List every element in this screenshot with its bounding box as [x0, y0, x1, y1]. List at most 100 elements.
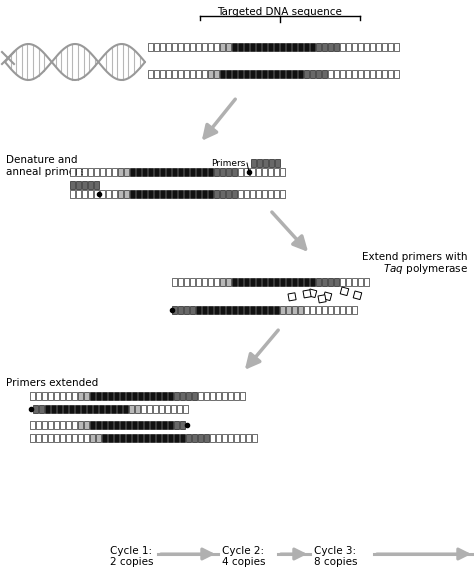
Bar	[250, 190, 255, 198]
Bar	[111, 405, 116, 413]
Bar	[316, 306, 321, 314]
Bar	[262, 70, 267, 78]
Bar	[184, 278, 189, 286]
Bar	[340, 306, 345, 314]
Bar	[190, 190, 195, 198]
Bar	[244, 43, 249, 51]
Bar	[310, 278, 315, 286]
Bar	[112, 190, 117, 198]
Bar	[238, 70, 243, 78]
Bar	[268, 306, 273, 314]
Bar	[42, 392, 47, 400]
Text: 8 copies: 8 copies	[314, 557, 357, 567]
Bar	[226, 190, 231, 198]
Bar	[150, 392, 155, 400]
Bar	[202, 168, 207, 176]
Bar	[204, 434, 209, 442]
Text: Cycle 1:: Cycle 1:	[110, 546, 152, 556]
Bar	[244, 278, 249, 286]
Bar	[178, 168, 183, 176]
Bar	[244, 168, 249, 176]
Bar	[358, 43, 363, 51]
Bar	[132, 434, 137, 442]
Bar	[388, 43, 393, 51]
Bar	[33, 405, 38, 413]
Bar	[222, 392, 227, 400]
Bar	[322, 306, 327, 314]
Bar	[178, 190, 183, 198]
Bar	[102, 392, 107, 400]
Bar	[388, 70, 393, 78]
Bar	[76, 190, 81, 198]
Bar	[346, 43, 351, 51]
Bar	[370, 70, 375, 78]
Bar	[256, 306, 261, 314]
Bar	[353, 291, 362, 300]
Bar	[280, 190, 285, 198]
Bar	[322, 43, 327, 51]
Bar	[30, 421, 35, 429]
Bar	[75, 405, 80, 413]
Bar	[202, 306, 207, 314]
Bar	[184, 306, 189, 314]
Bar	[130, 168, 135, 176]
Bar	[382, 43, 387, 51]
Bar	[262, 43, 267, 51]
Bar	[238, 306, 243, 314]
Bar	[263, 159, 268, 167]
Bar	[172, 306, 177, 314]
Bar	[178, 306, 183, 314]
Bar	[138, 421, 143, 429]
Bar	[364, 43, 369, 51]
Bar	[251, 159, 256, 167]
Bar	[216, 434, 221, 442]
Bar	[154, 168, 159, 176]
Bar	[288, 293, 296, 301]
Bar	[108, 421, 113, 429]
Bar	[174, 434, 179, 442]
Bar	[318, 295, 326, 303]
Bar	[90, 421, 95, 429]
Bar	[160, 190, 165, 198]
Bar	[184, 190, 189, 198]
Bar	[108, 434, 113, 442]
Bar	[126, 421, 131, 429]
Bar	[147, 405, 152, 413]
Bar	[76, 168, 81, 176]
Bar	[280, 278, 285, 286]
Bar	[172, 43, 177, 51]
Bar	[154, 43, 159, 51]
Bar	[310, 70, 315, 78]
Bar	[358, 70, 363, 78]
Bar	[220, 306, 225, 314]
Bar	[36, 421, 41, 429]
Bar	[310, 306, 315, 314]
Bar	[178, 43, 183, 51]
Bar	[244, 190, 249, 198]
Bar	[132, 421, 137, 429]
Bar	[84, 392, 89, 400]
Bar	[144, 392, 149, 400]
Bar	[202, 43, 207, 51]
Bar	[148, 43, 153, 51]
Bar	[274, 70, 279, 78]
Bar	[208, 43, 213, 51]
Bar	[232, 70, 237, 78]
Bar	[214, 168, 219, 176]
Bar	[156, 392, 161, 400]
Bar	[298, 43, 303, 51]
Bar	[180, 421, 185, 429]
Bar	[82, 181, 87, 189]
Bar	[148, 70, 153, 78]
Bar	[394, 43, 399, 51]
Bar	[208, 70, 213, 78]
Text: Extend primers with: Extend primers with	[363, 252, 468, 262]
Bar	[214, 70, 219, 78]
Text: $\mathit{Taq}$ polymerase: $\mathit{Taq}$ polymerase	[383, 262, 468, 276]
Bar	[334, 306, 339, 314]
Bar	[100, 190, 105, 198]
Bar	[174, 421, 179, 429]
Bar	[132, 392, 137, 400]
Bar	[269, 159, 274, 167]
Bar	[96, 434, 101, 442]
